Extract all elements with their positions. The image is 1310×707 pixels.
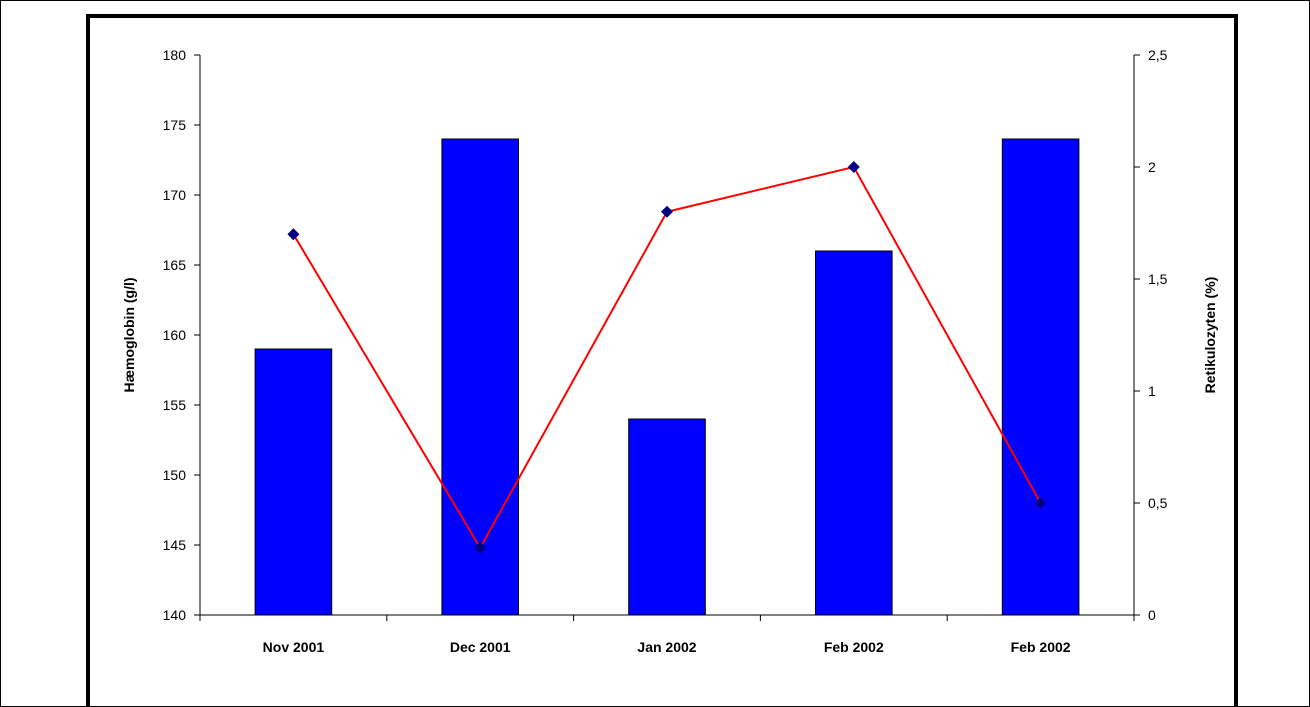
right-axis-title: Retikulozyten (%): [1202, 277, 1218, 394]
left-tick-label: 145: [163, 537, 187, 553]
category-label: Jan 2002: [637, 639, 696, 655]
line-point: [847, 161, 860, 173]
line-series: [287, 161, 1047, 554]
left-tick-label: 140: [163, 607, 187, 623]
line-point: [474, 541, 487, 554]
left-axis-title: Hæmoglobin (g/l): [121, 277, 137, 392]
bar: [441, 138, 519, 616]
left-tick-label: 180: [163, 47, 187, 63]
bar: [628, 418, 706, 616]
line-point: [287, 228, 300, 241]
bar: [254, 348, 333, 616]
labels: 140 145 150 155 160 165 170 175 180 0 0,5 1 1,5 2 2,5 N…: [121, 47, 1218, 655]
line-point: [661, 205, 673, 218]
right-tick-label: 2: [1148, 159, 1156, 175]
line-point: [1034, 497, 1047, 509]
left-tick-label: 175: [163, 117, 187, 133]
category-label: Dec 2001: [450, 639, 511, 655]
axes: [194, 54, 1140, 621]
bar: [815, 250, 893, 616]
right-tick-label: 2,5: [1148, 47, 1168, 63]
left-tick-label: 170: [163, 187, 187, 203]
right-tick-label: 0,5: [1148, 495, 1168, 511]
right-tick-label: 0: [1148, 607, 1156, 623]
left-tick-label: 150: [163, 467, 187, 483]
chart-frame: [86, 14, 1238, 707]
bar: [1001, 138, 1080, 616]
category-label: Nov 2001: [263, 639, 325, 655]
left-tick-label: 160: [163, 327, 187, 343]
bar-series: [254, 138, 1080, 616]
right-tick-label: 1: [1148, 383, 1156, 399]
left-tick-label: 165: [163, 257, 187, 273]
category-label: Feb 2002: [1011, 639, 1071, 655]
right-tick-label: 1,5: [1148, 271, 1168, 287]
left-tick-label: 155: [163, 397, 187, 413]
category-label: Feb 2002: [824, 639, 884, 655]
